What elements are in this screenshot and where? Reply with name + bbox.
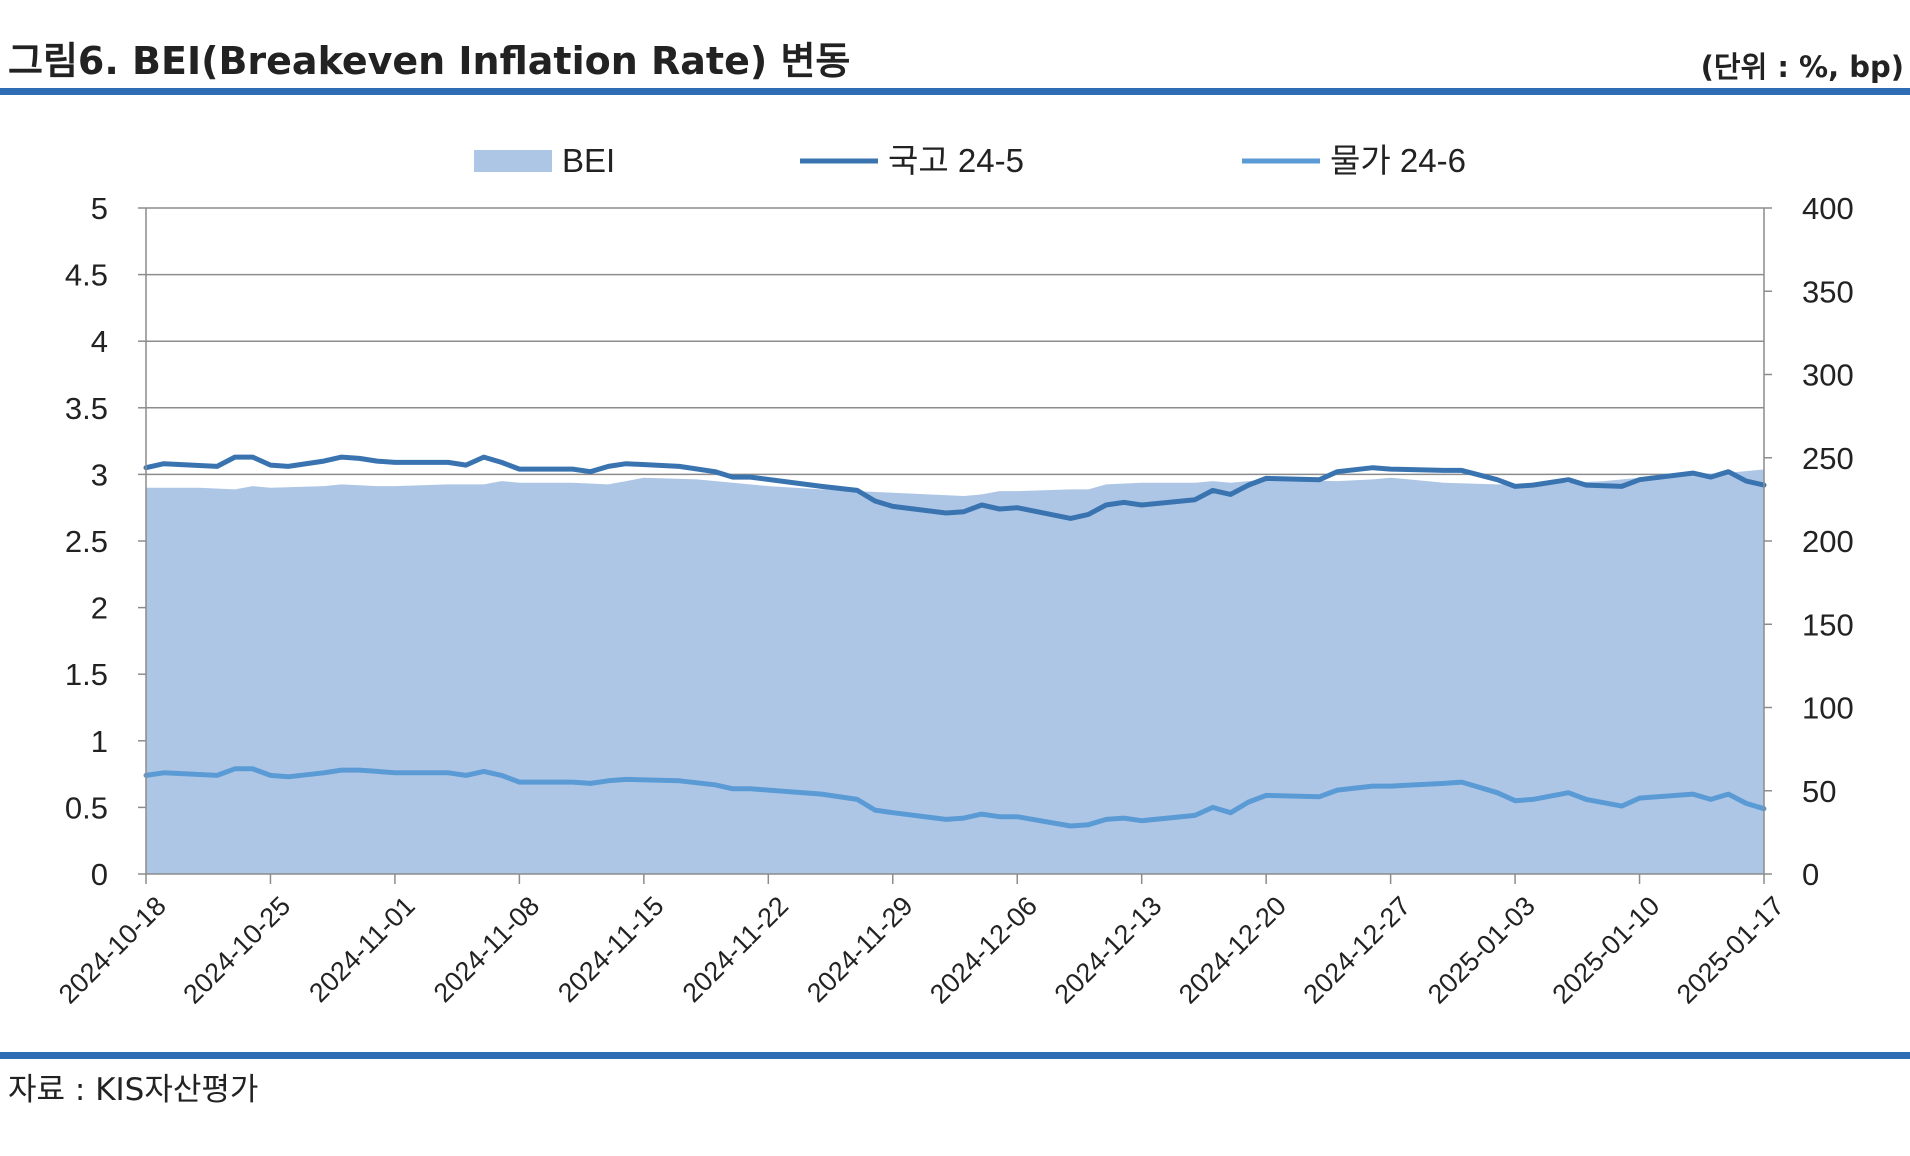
legend-label: 물가 24-6 (1330, 142, 1466, 179)
x-tick-label: 2024-11-29 (801, 891, 918, 1008)
y-left-tick-label: 4.5 (65, 258, 108, 293)
legend-item: 국고 24-5 (800, 142, 1024, 179)
legend-item: BEI (474, 142, 615, 179)
y-left-tick-label: 0 (91, 857, 108, 892)
x-tick-label: 2024-12-13 (1049, 891, 1168, 1010)
x-tick-label: 2024-12-20 (1173, 891, 1292, 1010)
x-tick-label: 2024-10-25 (177, 891, 296, 1010)
y-right-tick-label: 300 (1802, 358, 1854, 393)
y-right-tick-label: 250 (1802, 441, 1854, 476)
page-title: 그림6. BEI(Breakeven Inflation Rate) 변동 (8, 39, 851, 83)
ilb-24-6-line (143, 766, 1767, 829)
x-tick-label: 2025-01-10 (1546, 891, 1665, 1010)
x-tick-label: 2024-11-08 (428, 891, 545, 1008)
y-left-tick-label: 1.5 (65, 657, 108, 692)
x-tick-label: 2025-01-17 (1671, 891, 1790, 1010)
ktb-24-5-line (143, 454, 1767, 521)
y-left-tick-label: 5 (91, 191, 108, 226)
source-note: 자료 : KIS자산평가 (8, 1072, 259, 1108)
line-layer (143, 454, 1767, 829)
unit-label: (단위 : %, bp) (1700, 50, 1904, 84)
legend-item: 물가 24-6 (1242, 142, 1466, 179)
y-left-tick-label: 2.5 (65, 524, 108, 559)
y-right-tick-label: 100 (1802, 691, 1854, 726)
y-left-tick-label: 0.5 (65, 790, 108, 825)
legend: BEI 국고 24-5 물가 24-6 (474, 142, 1466, 179)
x-tick-label: 2024-11-15 (552, 891, 669, 1008)
bottom-rule (0, 1052, 1910, 1059)
legend-label: 국고 24-5 (888, 142, 1024, 179)
y-right-tick-label: 150 (1802, 607, 1854, 642)
y-left-tick-label: 2 (91, 591, 108, 626)
bei-chart: 00.511.522.533.544.550501001502002503003… (53, 142, 1854, 1010)
x-tick-label: 2024-12-27 (1298, 891, 1417, 1010)
x-tick-label: 2024-11-01 (303, 891, 420, 1008)
y-right-tick-label: 0 (1802, 857, 1819, 892)
y-right-tick-label: 200 (1802, 524, 1854, 559)
y-left-tick-label: 1 (91, 724, 108, 759)
top-rule (0, 88, 1910, 95)
x-tick-label: 2024-11-22 (677, 891, 794, 1008)
x-tick-label: 2025-01-03 (1422, 891, 1541, 1010)
y-left-tick-label: 3 (91, 457, 108, 492)
y-right-tick-label: 400 (1802, 191, 1854, 226)
x-tick-label: 2024-12-06 (924, 891, 1043, 1010)
legend-swatch-bei (474, 150, 552, 172)
x-tick-label: 2024-10-18 (53, 891, 172, 1010)
y-right-tick-label: 350 (1802, 274, 1854, 309)
y-right-tick-label: 50 (1802, 774, 1836, 809)
bei-area-layer (146, 469, 1764, 874)
bei-area (146, 469, 1764, 874)
y-left-tick-label: 4 (91, 324, 108, 359)
legend-label: BEI (562, 142, 615, 179)
y-left-tick-label: 3.5 (65, 391, 108, 426)
